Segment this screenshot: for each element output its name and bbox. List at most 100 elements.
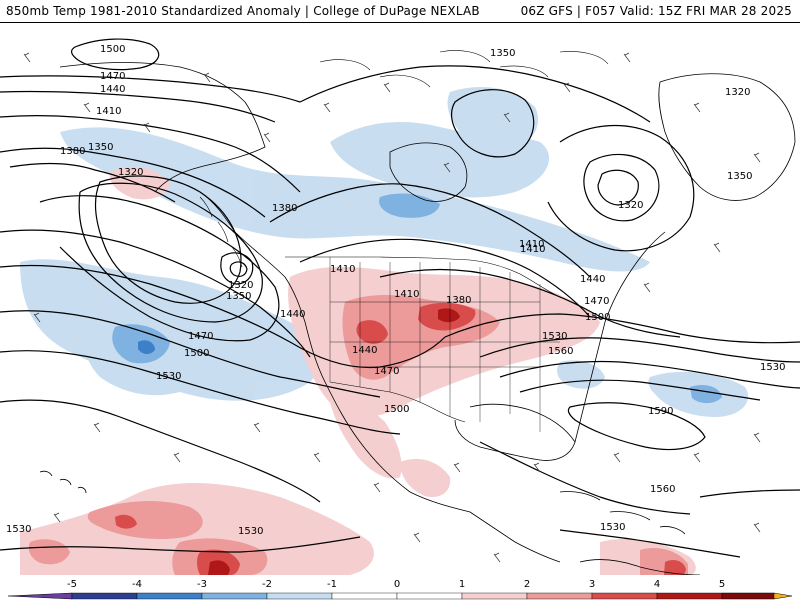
wind-barb <box>443 162 451 173</box>
contour-label: 1350 <box>88 142 113 153</box>
colorbar-legend: -5 -4 -3 -2 -1 0 1 2 3 4 5 <box>0 575 800 600</box>
contour-1380-loop <box>39 195 280 342</box>
contour-label: 1380 <box>446 295 471 306</box>
wind-barb <box>263 132 271 143</box>
contour-1320-east <box>583 153 660 222</box>
colorbar-tick-label: 0 <box>394 579 400 590</box>
warm-area-east-pacific <box>400 458 451 498</box>
warm-medium-west-pacific <box>28 539 71 565</box>
contour-1440-canada <box>379 268 681 338</box>
contour-label: 1410 <box>330 264 355 275</box>
contour-label: 1500 <box>184 348 209 359</box>
wind-barb <box>503 112 511 123</box>
contour-low-center-inner <box>229 261 248 277</box>
contour-label: 1440 <box>280 309 305 320</box>
colorbar-arrow-low <box>7 592 73 600</box>
cold-medium-atlantic <box>690 385 722 404</box>
contour-label: 1350 <box>490 48 515 59</box>
contour-label: 1470 <box>374 366 399 377</box>
contour-1350-west <box>9 162 176 203</box>
wind-barb <box>173 452 181 463</box>
contour-1470-main <box>0 310 381 398</box>
coastline-arctic-islands <box>319 50 609 88</box>
contour-label: 1320 <box>228 280 253 291</box>
contour-label: 1350 <box>226 291 251 302</box>
contour-1530-subtropical <box>0 536 361 553</box>
cold-area-west-canada <box>60 127 650 272</box>
coastline-hawaii <box>39 470 87 494</box>
warm-medium-pacific <box>87 500 203 539</box>
wind-barb <box>413 532 421 543</box>
wind-barb <box>23 52 31 63</box>
wind-barb <box>253 422 261 433</box>
border-us-canada <box>285 256 561 298</box>
colorbar-band <box>461 592 528 600</box>
wind-barb <box>143 122 151 133</box>
colorbar-tick-label: -4 <box>132 579 142 590</box>
height-contours <box>0 38 800 558</box>
contour-label: 1530 <box>542 331 567 342</box>
warm-core-southwest <box>208 560 230 575</box>
warm-strong-pacific <box>115 514 137 529</box>
colorbar-tick-label: -2 <box>262 579 272 590</box>
wind-barbs <box>23 52 761 563</box>
colorbar-band-high <box>721 592 783 600</box>
contour-label: 1500 <box>100 44 125 55</box>
wind-barb <box>693 102 701 113</box>
contour-label: 1470 <box>100 71 125 82</box>
coastline-bc-islands <box>199 196 243 268</box>
cold-anomaly-strong <box>138 340 155 355</box>
coastline-caribbean-islands <box>559 491 686 535</box>
coastlines-and-borders <box>39 50 796 575</box>
contour-label: 1500 <box>384 404 409 415</box>
wind-barb <box>753 522 761 533</box>
contour-label: 1530 <box>156 371 181 382</box>
wind-barb <box>533 462 541 473</box>
colorbar-arrow-high <box>773 592 793 600</box>
contour-label: 1410 <box>519 239 544 250</box>
wind-barb <box>753 152 761 163</box>
contour-1380-canada <box>269 183 591 278</box>
contour-labels: 1500 1470 1440 1410 1380 1350 1320 1320 … <box>6 44 785 537</box>
contour-label: 1410 <box>520 244 545 255</box>
contour-label: 1500 <box>585 312 610 323</box>
cold-anomaly-areas <box>20 87 749 575</box>
wind-barb <box>753 432 761 443</box>
colorbar-tick-label: -5 <box>67 579 77 590</box>
colorbar-band <box>71 592 138 600</box>
contour-label: 1320 <box>618 200 643 211</box>
contour-1500-alaska <box>71 38 160 71</box>
contour-label: 1590 <box>648 406 673 417</box>
contour-1560-east <box>519 379 761 401</box>
wind-barb <box>453 462 461 473</box>
contour-1530-east <box>499 360 800 389</box>
wind-barb <box>643 282 651 293</box>
contour-1440-main <box>0 264 446 369</box>
contour-label: 1530 <box>238 526 263 537</box>
colorbar-svg: -5 -4 -3 -2 -1 0 1 2 3 4 5 <box>7 579 793 600</box>
contour-label: 1410 <box>96 106 121 117</box>
warm-strong-west <box>356 320 388 344</box>
anomaly-map[interactable]: 1500 1470 1440 1410 1380 1350 1320 1320 … <box>0 22 800 575</box>
warm-anomaly-very-strong <box>208 308 460 575</box>
contour-1530-caribbean <box>559 529 741 558</box>
colorbar-ticks: -5 -4 -3 -2 -1 0 1 2 3 4 5 <box>67 579 725 590</box>
colorbar-tick-label: 1 <box>459 579 465 590</box>
colorbar-tick-label: 5 <box>719 579 725 590</box>
wind-barb <box>493 552 501 563</box>
colorbar-band <box>331 592 398 600</box>
contour-1500-main <box>0 350 401 435</box>
wind-barb <box>563 82 571 93</box>
contour-label: 1560 <box>548 346 573 357</box>
contour-label: 1440 <box>580 274 605 285</box>
colorbar-tick-label: -1 <box>327 579 337 590</box>
cold-area-baffin <box>447 87 539 151</box>
colorbar-band <box>396 592 463 600</box>
contour-1350-east <box>547 124 695 252</box>
coastline-alaska <box>59 62 266 193</box>
wind-barb <box>383 82 391 93</box>
colorbar-tick-label: 3 <box>589 579 595 590</box>
contour-label: 1380 <box>60 146 85 157</box>
wind-barb <box>93 422 101 433</box>
colorbar-band <box>201 592 268 600</box>
